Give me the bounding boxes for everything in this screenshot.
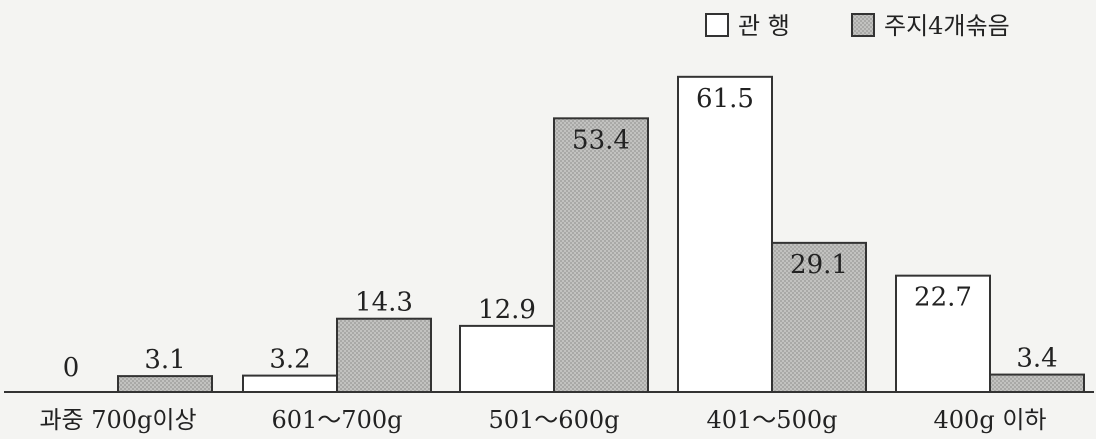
x-tick-label-1: 과중 700g이상: [39, 406, 196, 434]
value-label-series2-1: 3.1: [144, 345, 185, 375]
bar-series2-4: [771, 241, 867, 393]
legend-swatch-1: [851, 13, 875, 37]
bar-series2-5: [989, 373, 1085, 394]
value-label-series1-5: 22.7: [914, 283, 972, 313]
x-tick-labels: 과중 700g이상 601～700g 501～600g 401～500g 400g 이하: [39, 406, 1046, 434]
bar-series2-1: [117, 375, 213, 393]
legend: 관 행 주지4개솎음: [705, 12, 1010, 40]
x-tick-label-3: 501～600g: [489, 406, 620, 434]
value-label-series2-4: 29.1: [790, 250, 848, 280]
value-label-series2-5: 3.4: [1016, 344, 1057, 374]
bar-series1-5: [895, 274, 991, 394]
bar-series1-4: [677, 75, 773, 393]
value-label-series1-4: 61.5: [696, 84, 754, 114]
value-label-series2-2: 14.3: [355, 288, 413, 318]
x-tick-label-2: 601～700g: [272, 406, 403, 434]
bar-series1-3: [459, 324, 555, 394]
bar-series2-2: [336, 317, 432, 393]
value-label-series1-2: 3.2: [269, 345, 310, 375]
x-tick-label-5: 400g 이하: [934, 406, 1047, 434]
value-label-series1-1: 0: [63, 353, 80, 383]
value-labels-group: 0 3.1 3.2 14.3 12.9 53.4 61.5 29.1 22.7 3.4: [63, 84, 1058, 383]
legend-swatch-0: [705, 13, 729, 37]
value-label-series1-3: 12.9: [478, 295, 536, 325]
value-label-series2-3: 53.4: [572, 125, 630, 155]
legend-label-1: 주지4개솎음: [884, 12, 1010, 40]
x-tick-label-4: 401～500g: [707, 406, 838, 434]
bars-group: [117, 75, 1085, 394]
legend-label-0: 관 행: [738, 12, 790, 40]
bar-series1-2: [242, 374, 338, 394]
bar-series2-3: [553, 117, 649, 393]
